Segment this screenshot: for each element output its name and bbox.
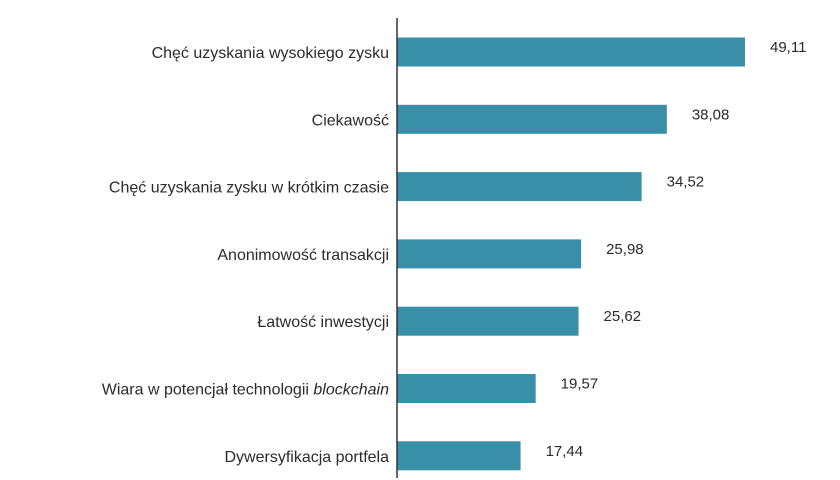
category-label: Chęć uzyskania zysku w krótkim czasie — [109, 180, 389, 197]
value-label: 25,98 — [606, 241, 644, 258]
value-label: 17,44 — [546, 443, 584, 460]
bar — [397, 239, 582, 269]
bar — [397, 441, 521, 471]
value-label: 38,08 — [692, 106, 730, 123]
category-label: Wiara w potencjał technologii blockchain — [102, 382, 389, 399]
category-labels-group: Chęć uzyskania wysokiego zysku Ciekawość C… — [102, 45, 389, 466]
bar — [397, 37, 745, 67]
value-label: 25,62 — [604, 308, 642, 325]
value-label: 49,11 — [770, 39, 806, 56]
bar — [397, 306, 579, 336]
value-labels-group: 49,11 38,08 34,52 25,98 25,62 19,57 17,44 — [546, 39, 807, 460]
bar — [397, 104, 667, 134]
value-label: 19,57 — [561, 376, 599, 393]
bars-group — [397, 37, 745, 471]
category-label: Ciekawość — [312, 112, 389, 129]
category-label: Łatwość inwestycji — [257, 314, 389, 331]
category-label: Anonimowość transakcji — [217, 247, 389, 264]
category-label: Chęć uzyskania wysokiego zysku — [152, 45, 389, 62]
category-label: Dywersyfikacja portfela — [225, 449, 390, 466]
value-label: 34,52 — [667, 174, 705, 191]
bar — [397, 172, 642, 202]
bar — [397, 374, 536, 403]
